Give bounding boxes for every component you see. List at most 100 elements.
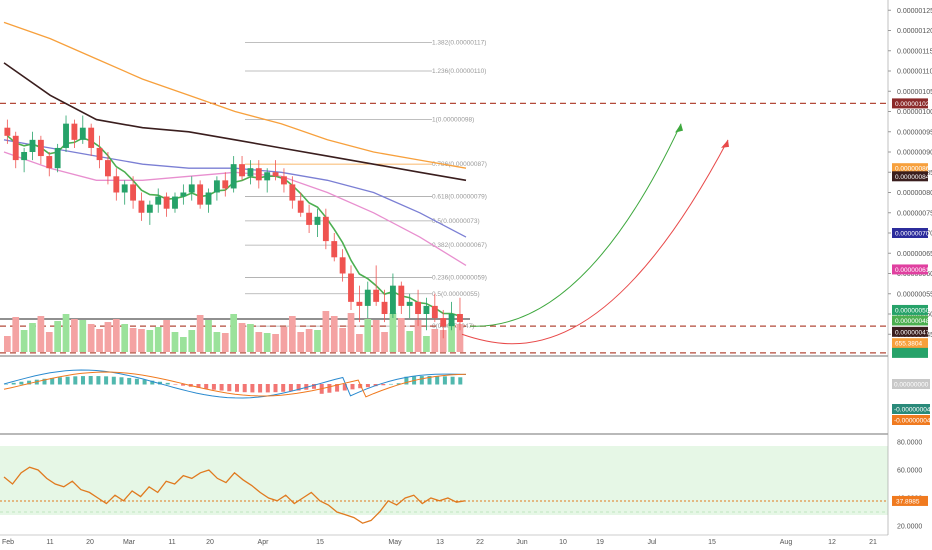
macd-histogram-bar [104,376,109,385]
candle-body [314,216,321,225]
macd-histogram-bar [127,377,132,385]
macd-histogram-bar [150,380,155,385]
price-tag-label: 0.00000070 [895,231,930,238]
candle-body [306,212,313,225]
candle-body [79,127,86,140]
time-tick-label: 11 [46,539,53,546]
candle-body [264,172,271,181]
volume-bar [305,329,313,352]
volume-bar [448,323,455,352]
candle-body [331,241,338,258]
time-tick-label: 20 [206,539,214,546]
price-tick-label: 0.00000060 [897,271,932,278]
macd-histogram-bar [211,384,216,390]
price-tag [892,98,928,109]
candle-body [289,184,296,201]
time-tick-label: 15 [708,539,716,546]
price-tag [892,304,928,315]
macd-histogram-bar [288,384,293,392]
volume-bar [272,334,279,352]
fib-level-label: 0.5(0.00000055) [432,291,480,298]
candle-body [222,180,229,189]
volume-bar [238,323,246,352]
macd-histogram-bar [404,376,409,385]
volume-bar [112,319,120,352]
time-tick-label: 11 [168,539,175,546]
volume-bar [205,320,212,352]
candle-body [29,139,36,152]
macd-histogram-bar [50,377,55,385]
projection-arrow-head [721,139,729,148]
macd-histogram-bar [296,384,301,391]
fib-level-label: 1.236(0.00000110) [432,68,486,75]
moving-average-line [3,62,467,182]
macd-histogram-bar [27,380,32,385]
candle-body [12,135,19,161]
candle-body [46,156,53,169]
price-tag [892,315,928,326]
price-tag-label: 0.00000086 [895,166,930,173]
price-tag [892,171,928,182]
volume-bar [54,321,61,352]
fib-level-label: 0.618(0.00000079) [432,194,487,201]
volume-bar [439,330,447,352]
volume-bar [188,330,196,352]
rsi-tick-label: 80.0000 [897,440,922,447]
macd-histogram-bar [381,384,386,386]
volume-bar [381,332,388,352]
candle-body [71,123,78,140]
candle-body [230,164,237,189]
price-tag [892,163,928,174]
volume-bar [129,328,137,352]
time-tick-label: Jun [516,539,527,546]
candle-body [339,257,346,274]
macd-histogram-bar [427,376,432,385]
macd-histogram-bar [258,384,263,393]
rsi-line [3,466,466,524]
time-tick-label: Mar [123,539,136,546]
volume-bar [20,330,28,352]
macd-histogram-bar [119,377,124,385]
volume-bar [297,332,305,352]
volume-bar [431,329,439,352]
candle-body [398,285,405,306]
price-tag [892,264,928,275]
volume-bar [423,336,430,352]
macd-histogram-bar [11,382,16,385]
volume-bar [372,320,380,352]
candle-body [423,305,430,314]
macd-histogram-bar [181,384,186,386]
candle-body [54,147,61,169]
time-tick-label: 13 [436,539,444,546]
volume-bar [330,316,338,352]
rsi-band [0,446,888,515]
volume-bar [154,327,162,352]
candle-body [172,196,178,209]
price-tick-label: 0.00000075 [897,210,932,217]
candle-body [373,289,380,302]
candle-body [213,180,220,193]
volume-bar [280,327,288,352]
candle-body [440,318,447,327]
time-tick-label: 21 [869,539,877,546]
fib-level-label: 0.382(0.00000067) [432,242,487,249]
price-tag-label: 0.00000050 [895,307,930,314]
candle-body [415,301,421,314]
candle-body [155,196,162,205]
candle-body [205,192,212,205]
macd-histogram-bar [173,384,178,385]
candle-body [63,123,69,148]
candle-body [88,127,95,148]
volume-bar [79,320,87,352]
volume-bar [347,313,355,352]
volume-bar [397,318,405,352]
macd-histogram-bar [350,384,355,390]
price-tick-label: 0.00000055 [897,291,932,298]
macd-histogram-bar [165,382,170,385]
candle-body [105,160,111,177]
macd-histogram-bar [219,384,224,391]
candle-body [37,139,44,157]
fib-level-label: 0.236(0.00000059) [432,275,487,282]
time-tick-label: Jul [648,539,657,546]
